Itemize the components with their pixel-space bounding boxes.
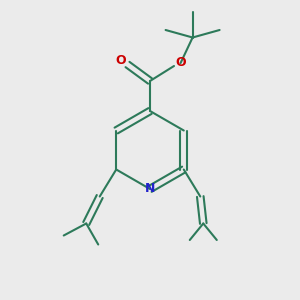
Text: O: O bbox=[175, 56, 186, 70]
Text: O: O bbox=[116, 54, 126, 68]
Text: N: N bbox=[145, 182, 155, 196]
